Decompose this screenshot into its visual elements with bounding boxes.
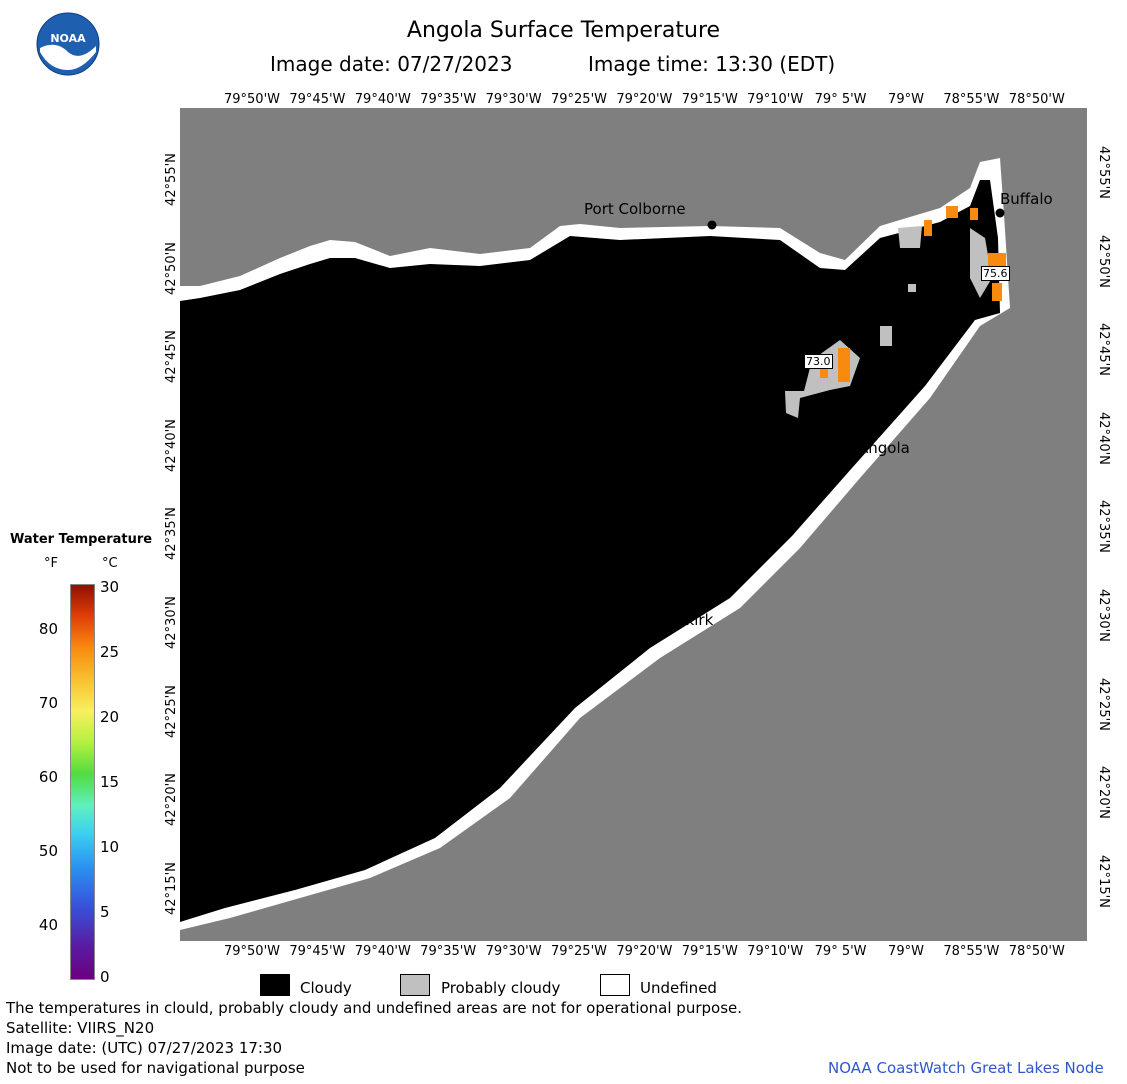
legend-label-probably-cloudy: Probably cloudy xyxy=(441,979,561,997)
lon-tick-label: 79°50'W xyxy=(223,944,281,959)
lon-tick-label: 79°15'W xyxy=(681,92,738,107)
lon-tick-label: 79°20'W xyxy=(616,944,673,959)
lon-tick-label: 79°25'W xyxy=(550,944,608,959)
lat-tick-label: 42°30'N xyxy=(164,596,179,649)
lon-tick-label: 79°10'W xyxy=(747,92,804,107)
lat-tick-label: 42°55'N xyxy=(164,153,179,206)
colorbar-celsius-tick: 30 xyxy=(100,578,120,596)
colorbar-celsius-tick: 0 xyxy=(100,968,110,986)
colorbar-celsius-tick: 15 xyxy=(100,773,120,791)
lat-tick-label: 42°20'N xyxy=(164,773,179,827)
colorbar-gradient xyxy=(70,584,95,980)
credit-text: NOAA CoastWatch Great Lakes Node xyxy=(828,1059,1104,1077)
lon-tick-label: 78°55'W xyxy=(943,92,1000,107)
lon-tick-label: 79°15'W xyxy=(681,944,738,959)
legend-label-cloudy: Cloudy xyxy=(300,979,352,997)
lon-tick-label: 79°40'W xyxy=(354,944,411,959)
noaa-logo-icon: NOAA xyxy=(36,12,100,80)
nav-warning: Not to be used for navigational purpose xyxy=(6,1059,305,1077)
warm-water-pixels xyxy=(820,206,1006,382)
lat-tick-label: 42°40'N xyxy=(1096,411,1111,465)
lon-tick-label: 79°50'W xyxy=(223,92,281,107)
temperature-label: 75.6 xyxy=(981,266,1010,281)
lon-tick-label: 79° 5'W xyxy=(814,92,867,107)
lon-tick-label: 79°20'W xyxy=(616,92,673,107)
lat-tick-label: 42°30'N xyxy=(1096,589,1111,642)
temperature-label: 73.0 xyxy=(804,354,833,369)
colorbar-fahrenheit-tick: 40 xyxy=(38,916,58,934)
lat-tick-label: 42°25'N xyxy=(164,684,179,738)
city-marker xyxy=(849,433,859,443)
lon-tick-label: 79°W xyxy=(888,944,924,959)
lon-tick-label: 79°40'W xyxy=(354,92,411,107)
lon-tick-label: 79°25'W xyxy=(550,92,608,107)
svg-text:NOAA: NOAA xyxy=(50,32,86,45)
legend-swatch-undefined xyxy=(600,974,630,996)
colorbar-celsius-tick: 10 xyxy=(100,838,120,856)
city-marker xyxy=(995,208,1005,218)
colorbar-fahrenheit-tick: 80 xyxy=(38,620,58,638)
lon-tick-label: 78°50'W xyxy=(1008,944,1065,959)
lat-tick-label: 42°50'N xyxy=(164,241,179,295)
chart-title: Angola Surface Temperature xyxy=(406,18,721,43)
unit-fahrenheit: °F xyxy=(44,556,58,571)
lon-tick-label: 79°45'W xyxy=(289,92,346,107)
lat-tick-label: 42°15'N xyxy=(1096,854,1111,908)
lat-tick-label: 42°20'N xyxy=(1096,766,1111,820)
city-marker xyxy=(644,605,654,615)
disclaimer-text: The temperatures in clould, probably clo… xyxy=(6,999,743,1017)
city-marker xyxy=(707,220,717,230)
lon-tick-label: 79°10'W xyxy=(747,944,804,959)
city-label-angola: Angola xyxy=(858,439,910,457)
colorbar-fahrenheit-tick: 50 xyxy=(38,842,58,860)
temperature-map xyxy=(180,108,1087,941)
legend-label-undefined: Undefined xyxy=(640,979,717,997)
lat-tick-label: 42°35'N xyxy=(1096,500,1111,554)
city-label-buffalo: Buffalo xyxy=(1000,190,1053,208)
legend-swatch-probably-cloudy xyxy=(400,974,430,996)
lon-tick-label: 79°35'W xyxy=(420,944,477,959)
lon-tick-label: 79°30'W xyxy=(485,92,542,107)
image-date-utc: Image date: (UTC) 07/27/2023 17:30 xyxy=(6,1039,283,1057)
colorbar-fahrenheit-tick: 60 xyxy=(38,768,58,786)
lat-tick-label: 42°15'N xyxy=(164,861,179,915)
lat-tick-label: 42°40'N xyxy=(164,418,179,472)
city-label-port-colborne: Port Colborne xyxy=(584,200,686,218)
lon-tick-label: 78°55'W xyxy=(943,944,1000,959)
lon-tick-label: 79°W xyxy=(888,92,924,107)
colorbar-celsius-tick: 5 xyxy=(100,903,110,921)
colorbar-fahrenheit-tick: 70 xyxy=(38,694,58,712)
colorbar-celsius-tick: 25 xyxy=(100,643,120,661)
lat-tick-label: 42°25'N xyxy=(1096,677,1111,731)
unit-celsius: °C xyxy=(102,556,118,571)
lon-tick-label: 79° 5'W xyxy=(814,944,867,959)
city-label-dunkirk: Dunkirk xyxy=(655,611,714,629)
lon-tick-label: 79°35'W xyxy=(420,92,477,107)
lat-tick-label: 42°50'N xyxy=(1096,234,1111,288)
lat-tick-label: 42°45'N xyxy=(164,330,179,384)
legend-swatch-cloudy xyxy=(260,974,290,996)
lat-tick-label: 42°55'N xyxy=(1096,146,1111,199)
image-time: Image time: 13:30 (EDT) xyxy=(588,52,836,76)
colorbar-celsius-tick: 20 xyxy=(100,708,120,726)
image-date: Image date: 07/27/2023 xyxy=(270,52,513,76)
lon-tick-label: 79°30'W xyxy=(485,944,542,959)
satellite-text: Satellite: VIIRS_N20 xyxy=(6,1019,155,1037)
colorbar-title: Water Temperature xyxy=(10,532,153,547)
lat-tick-label: 42°45'N xyxy=(1096,323,1111,377)
cloudy-area xyxy=(180,180,1000,922)
lon-tick-label: 79°45'W xyxy=(289,944,346,959)
lat-tick-label: 42°35'N xyxy=(164,507,179,561)
lon-tick-label: 78°50'W xyxy=(1008,92,1065,107)
